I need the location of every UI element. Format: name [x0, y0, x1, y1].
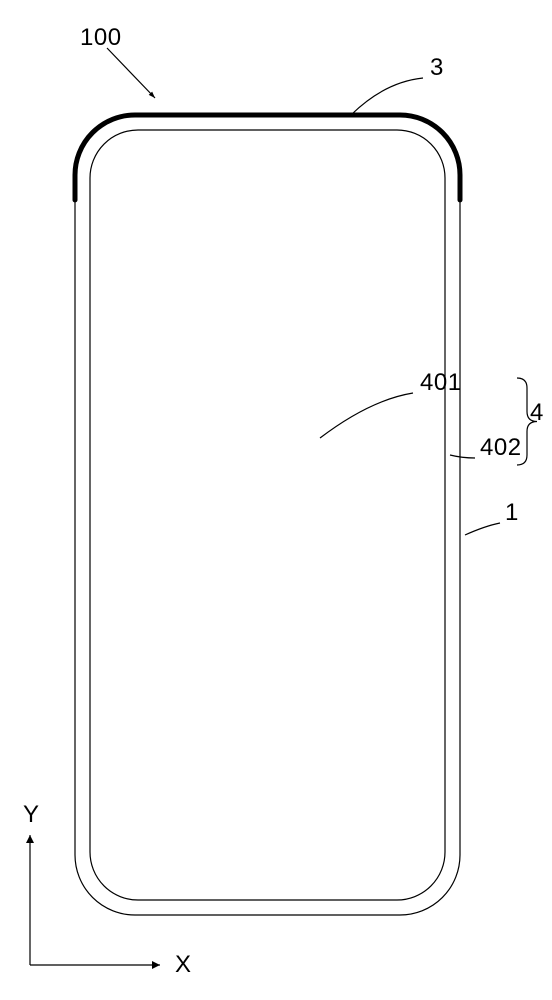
leader-n401 — [320, 393, 413, 438]
label-n401: 401 — [420, 369, 462, 396]
leader-n100 — [107, 48, 155, 98]
axis-y-arrow — [26, 835, 34, 843]
label-n1: 1 — [505, 499, 519, 526]
patent-figure: 100 3 401 402 4 1 X Y — [0, 0, 552, 1000]
top-band — [75, 115, 460, 200]
leader-n3 — [352, 78, 423, 114]
phone-outer — [75, 115, 460, 915]
label-n4: 4 — [530, 399, 544, 426]
label-n3: 3 — [430, 54, 444, 81]
label-X: X — [175, 951, 192, 978]
label-n100: 100 — [80, 24, 122, 51]
phone-inner — [90, 130, 445, 900]
label-n402: 402 — [480, 434, 522, 461]
drawing-group: 100 3 401 402 4 1 X Y — [23, 24, 544, 978]
leader-n1 — [465, 523, 500, 535]
leader-n402 — [450, 455, 475, 458]
axis-x-arrow — [152, 961, 160, 969]
label-Y: Y — [23, 801, 40, 828]
